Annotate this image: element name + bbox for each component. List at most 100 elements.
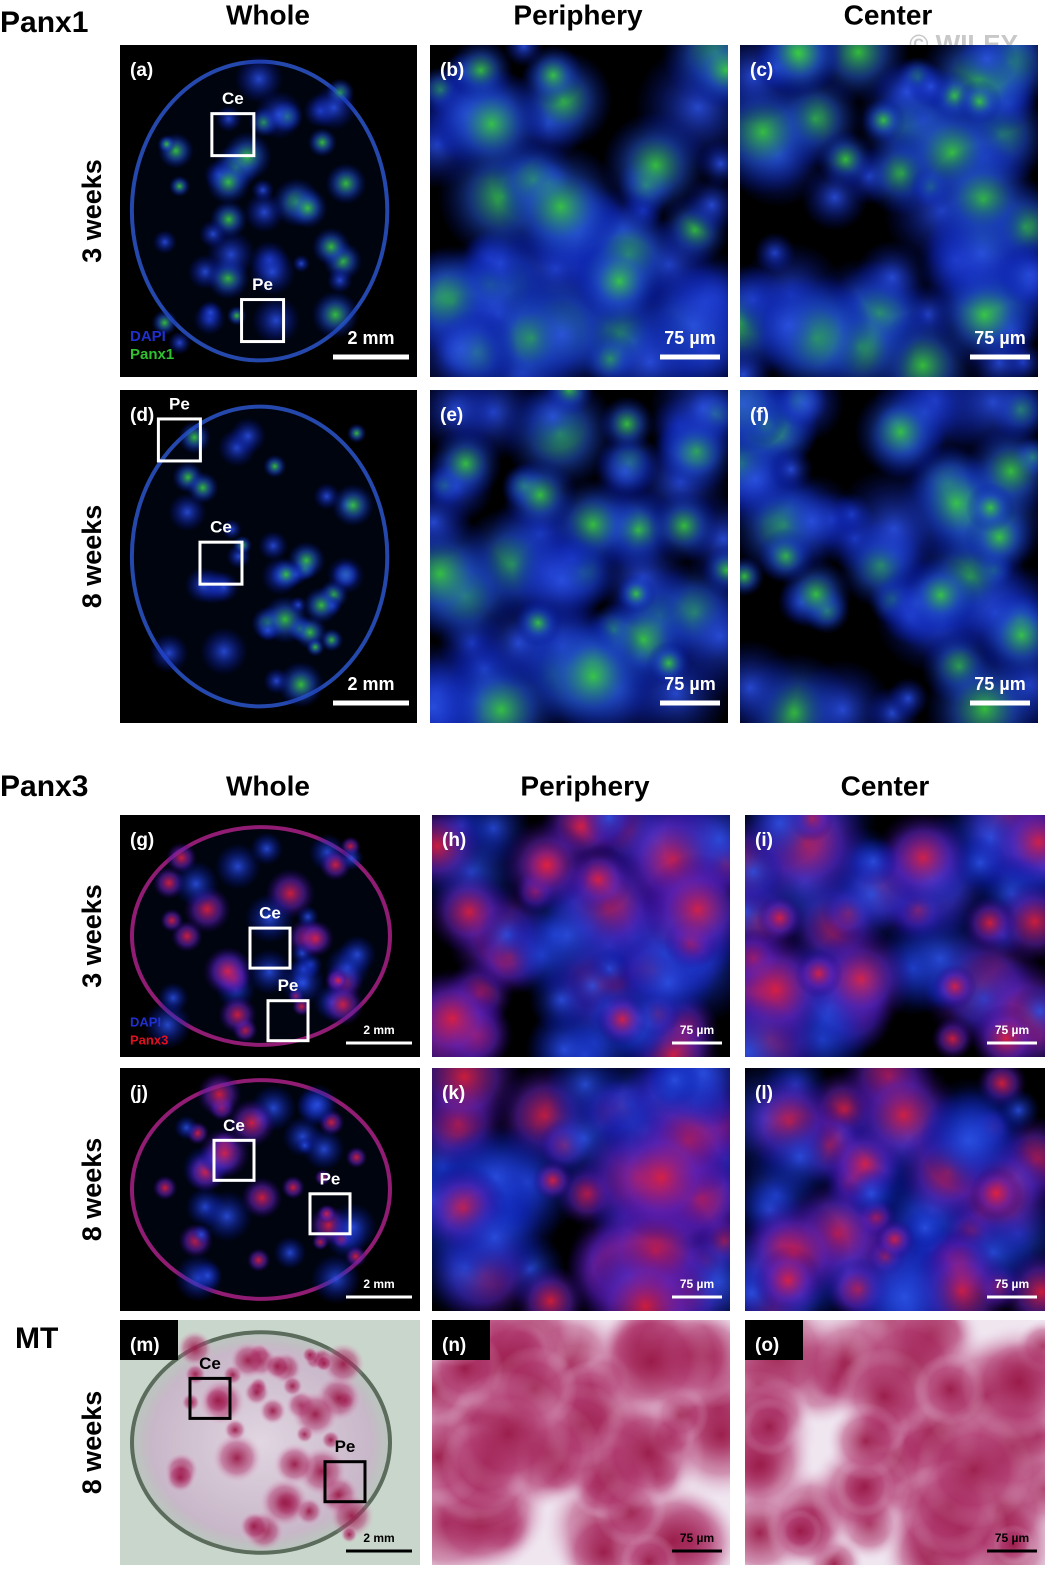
tissue-texture — [281, 1375, 304, 1397]
tissue-texture — [598, 1114, 724, 1241]
tissue-texture — [435, 68, 548, 181]
tissue-texture — [292, 254, 311, 273]
tissue-texture — [587, 1320, 715, 1426]
tissue-texture — [848, 836, 899, 887]
tissue-texture — [218, 995, 257, 1035]
region-label: Pe — [320, 1169, 341, 1188]
micrograph-panel: (m) 2 mm Ce Pe — [120, 1320, 420, 1565]
panel-letter: (h) — [442, 830, 466, 851]
micrograph-panel: (i) 75 µm — [745, 815, 1045, 1057]
region-box — [240, 298, 286, 344]
tissue-texture — [502, 457, 578, 533]
region-box — [323, 1460, 367, 1504]
tissue-texture — [316, 1204, 337, 1224]
tissue-texture — [263, 454, 287, 479]
tissue-texture — [830, 465, 958, 593]
tissue-texture — [543, 1068, 627, 1126]
tissue-texture — [568, 961, 617, 1011]
tissue-texture — [965, 482, 1016, 533]
tissue-texture — [532, 615, 655, 723]
tissue-texture — [843, 1236, 965, 1311]
tissue-texture — [198, 300, 223, 325]
region-label: Ce — [210, 518, 232, 537]
tissue-texture — [1011, 982, 1045, 1040]
tissue-texture — [287, 187, 329, 229]
micrograph-panel: (e) 75 µm — [430, 390, 728, 723]
panel-letter: (k) — [442, 1083, 465, 1104]
tissue-texture — [296, 1083, 339, 1126]
tissue-texture — [740, 556, 765, 597]
tissue-texture — [273, 1236, 307, 1270]
column-header: Periphery — [520, 770, 650, 801]
tissue-texture — [272, 1442, 317, 1486]
region-box — [198, 540, 244, 586]
tissue-texture — [229, 1341, 268, 1380]
tissue-texture — [151, 309, 178, 336]
tissue-texture — [296, 919, 335, 958]
region-box — [248, 926, 292, 970]
tissue-texture — [241, 1177, 283, 1219]
tissue-texture — [874, 815, 972, 906]
region-label: Ce — [222, 89, 244, 108]
panel-letter: (l) — [755, 1083, 773, 1104]
tissue-texture — [143, 1000, 192, 1050]
tissue-texture — [756, 894, 804, 942]
tissue-texture — [745, 815, 826, 869]
tissue-texture — [345, 1146, 368, 1169]
row-label: 8 weeks — [77, 505, 107, 609]
tissue-texture — [340, 1525, 358, 1544]
stain-legend: Panx1 — [130, 346, 174, 363]
tissue-texture — [331, 483, 375, 527]
tissue-texture — [501, 819, 593, 911]
tissue-texture — [649, 390, 728, 463]
tissue-texture — [780, 558, 852, 631]
tissue-texture — [152, 1175, 178, 1201]
scale-label: 2 mm — [363, 1023, 394, 1037]
tissue-texture — [915, 1411, 1033, 1529]
region-label: Ce — [223, 1116, 245, 1135]
scale-label: 75 µm — [664, 674, 715, 694]
tissue-texture — [307, 127, 337, 158]
tissue-texture — [250, 832, 284, 866]
tissue-texture — [325, 162, 367, 205]
tissue-texture — [446, 1189, 543, 1286]
tissue-texture — [918, 1090, 1019, 1191]
panel-letter: (d) — [130, 405, 154, 426]
stain-legend: Panx3 — [130, 1032, 168, 1047]
tissue-texture — [196, 1072, 242, 1118]
row-label: 8 weeks — [77, 1138, 107, 1242]
panel-letter: (i) — [755, 830, 773, 851]
micrograph-panel: (l) 75 µm — [745, 1068, 1045, 1311]
panel-letter: (m) — [130, 1335, 160, 1356]
tissue-texture — [301, 1346, 319, 1364]
tissue-texture — [801, 164, 869, 231]
micrograph-panel: (h) 75 µm — [432, 815, 730, 1057]
tissue-texture — [208, 571, 240, 603]
tissue-texture — [845, 1167, 897, 1220]
tissue-texture — [193, 1261, 223, 1291]
scale-label: 75 µm — [995, 1277, 1029, 1291]
tissue-texture — [827, 1402, 905, 1481]
tissue-texture — [432, 815, 483, 892]
tissue-texture — [581, 1241, 710, 1311]
tissue-texture — [186, 471, 219, 504]
row-label: 8 weeks — [77, 1391, 107, 1495]
tissue-texture — [258, 1396, 287, 1426]
panel-letter: (o) — [755, 1335, 779, 1356]
stain-legend: DAPI — [130, 1014, 161, 1029]
tissue-texture — [229, 417, 267, 455]
tissue-texture — [326, 556, 365, 595]
tissue-texture — [201, 1190, 253, 1243]
tissue-texture — [199, 627, 249, 676]
tissue-texture — [740, 639, 799, 723]
tissue-texture — [243, 1379, 271, 1406]
tissue-texture — [792, 659, 893, 723]
tissue-texture — [270, 558, 303, 591]
tissue-texture — [646, 640, 692, 686]
micrograph-panel: (c) 75 µm — [740, 45, 1038, 377]
tissue-texture — [291, 1390, 340, 1439]
tissue-texture — [860, 97, 906, 143]
tissue-texture — [962, 895, 1018, 951]
tissue-texture — [281, 1175, 306, 1200]
